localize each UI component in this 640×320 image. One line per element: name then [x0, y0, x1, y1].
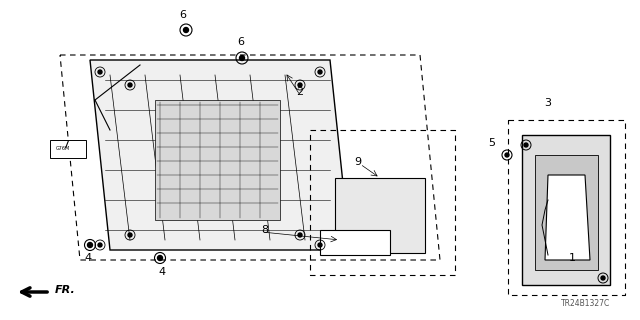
Text: 8: 8 [261, 225, 269, 235]
Text: 6: 6 [179, 10, 186, 20]
Polygon shape [155, 100, 280, 220]
Bar [320, 230, 390, 255]
Text: 2: 2 [296, 87, 303, 97]
Polygon shape [545, 175, 590, 260]
Circle shape [318, 243, 322, 247]
Circle shape [98, 70, 102, 74]
Circle shape [98, 243, 102, 247]
Text: 6: 6 [237, 37, 244, 47]
Circle shape [128, 83, 132, 87]
Text: 9: 9 [355, 157, 362, 167]
Text: G76M: G76M [56, 146, 70, 150]
Text: 3: 3 [545, 98, 552, 108]
Text: TR24B1327C: TR24B1327C [561, 299, 610, 308]
Text: 4: 4 [84, 253, 92, 263]
Circle shape [318, 70, 322, 74]
Text: 1: 1 [568, 253, 575, 263]
Circle shape [128, 233, 132, 237]
Text: 5: 5 [488, 138, 495, 148]
Polygon shape [535, 155, 598, 270]
Circle shape [298, 83, 302, 87]
Circle shape [88, 243, 93, 247]
Circle shape [184, 28, 189, 33]
Circle shape [524, 143, 528, 147]
Circle shape [157, 255, 163, 260]
FancyBboxPatch shape [50, 140, 86, 158]
Text: 7: 7 [63, 140, 70, 150]
Polygon shape [522, 135, 610, 285]
Circle shape [505, 153, 509, 157]
Circle shape [601, 276, 605, 280]
Text: 4: 4 [159, 267, 166, 277]
Text: FR.: FR. [55, 285, 76, 295]
Bar [335, 178, 425, 253]
Circle shape [298, 233, 302, 237]
Circle shape [239, 55, 244, 60]
Polygon shape [90, 60, 350, 250]
